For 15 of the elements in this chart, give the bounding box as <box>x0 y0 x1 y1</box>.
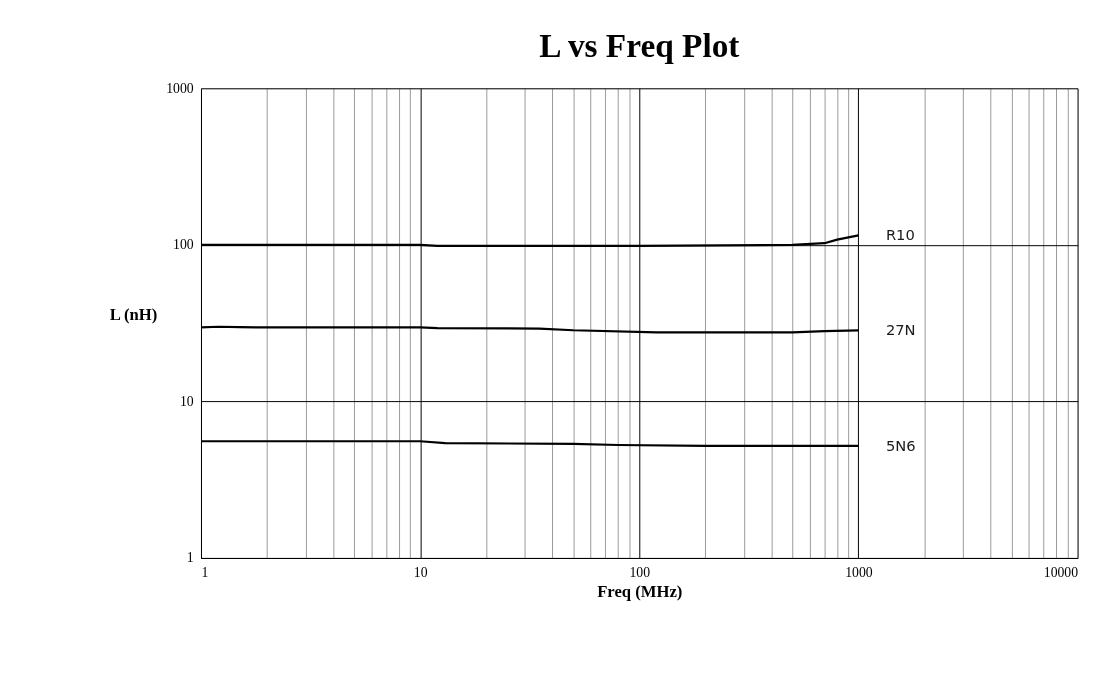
series-label: R10 <box>885 226 915 244</box>
x-tick-label: 100 <box>629 565 651 581</box>
x-tick-label: 10000 <box>1043 565 1079 581</box>
series-label: 27N <box>885 321 916 339</box>
y-tick-label: 10 <box>179 393 194 409</box>
series-label: 5N6 <box>885 436 916 454</box>
x-axis-title: Freq (MHz) <box>597 581 683 601</box>
x-tick-label: 1 <box>201 565 209 581</box>
x-tick-label: 10 <box>413 565 428 581</box>
y-tick-label: 1000 <box>166 80 194 96</box>
y-axis-title: L (nH) <box>109 305 158 325</box>
y-tick-label: 1 <box>186 550 194 566</box>
y-tick-label: 100 <box>173 237 194 253</box>
x-tick-label: 1000 <box>845 565 873 581</box>
chart-title: L vs Freq Plot <box>539 26 740 64</box>
